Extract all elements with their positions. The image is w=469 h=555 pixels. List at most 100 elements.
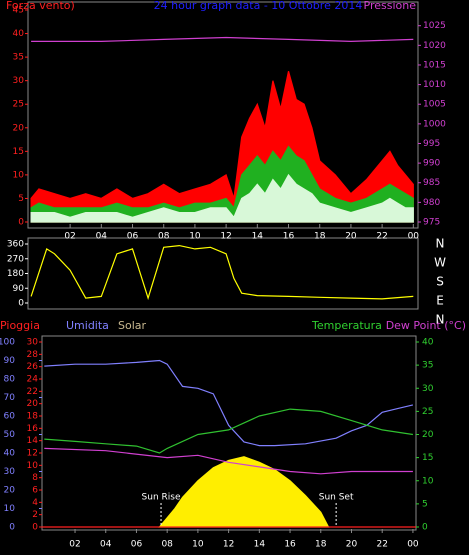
y-tick-label: 90 (13, 284, 25, 294)
y3-tick-label: 18 (27, 412, 39, 422)
y-tick-label: 60 (4, 412, 16, 422)
y-tick-label: 30 (13, 76, 25, 86)
panel-frame (27, 1, 419, 229)
x-tick-label: 22 (376, 540, 387, 550)
y-tick-label: 25 (13, 100, 24, 110)
y-tick-label: 15 (13, 147, 24, 157)
y2-tick-label: 995 (423, 139, 440, 149)
compass-label: S (436, 275, 444, 289)
y3-tick-label: 14 (27, 436, 39, 446)
x-tick-label: 22 (376, 232, 387, 242)
y-tick-label: 10 (13, 170, 25, 180)
y3-tick-label: 16 (27, 424, 39, 434)
y3-tick-label: 20 (27, 399, 39, 409)
line (44, 447, 413, 475)
y3-tick-label: 6 (32, 486, 38, 496)
y-tick-label: 360 (7, 240, 24, 250)
y2-tick-label: 0 (422, 523, 428, 533)
y2-tick-label: 40 (422, 338, 434, 348)
x-tick-label: 00 (407, 540, 419, 550)
y-tick-label: 0 (18, 299, 24, 309)
x-tick-label: 04 (96, 232, 108, 242)
y-tick-label: 0 (9, 523, 15, 533)
y2-tick-label: 1020 (423, 41, 446, 51)
y2-tick-label: 10 (422, 476, 434, 486)
rain-label: Pioggia (0, 319, 40, 332)
annotation: Sun Rise (142, 493, 181, 503)
x-tick-label: 02 (69, 540, 80, 550)
x-tick-label: 04 (100, 540, 112, 550)
chart-title: 24 hour graph data - 10 Ottobre 2014 (154, 0, 363, 12)
y-tick-label: 40 (13, 29, 25, 39)
compass-label: E (436, 294, 444, 308)
y2-tick-label: 20 (422, 430, 434, 440)
y2-tick-label: 15 (422, 453, 433, 463)
area (158, 456, 330, 528)
y3-tick-label: 4 (32, 498, 38, 508)
y-tick-label: 50 (4, 430, 16, 440)
annotation: Sun Set (319, 493, 354, 503)
x-tick-label: 10 (189, 232, 201, 242)
y3-tick-label: 30 (27, 338, 39, 348)
y2-tick-label: 1015 (423, 60, 446, 70)
y2-tick-label: 35 (422, 361, 433, 371)
y-axis-label: Forza vento) (6, 0, 75, 12)
x-tick-label: 02 (64, 232, 75, 242)
x-tick-label: 20 (345, 232, 357, 242)
x-tick-label: 18 (314, 232, 326, 242)
x-tick-label: 08 (161, 540, 173, 550)
x-tick-label: 10 (192, 540, 204, 550)
y-tick-label: 70 (4, 393, 16, 403)
x-tick-label: 08 (158, 232, 170, 242)
y2-tick-label: 1010 (423, 80, 446, 90)
x-tick-label: 16 (283, 232, 295, 242)
y3-tick-label: 2 (32, 510, 38, 520)
line (31, 36, 414, 43)
y3-tick-label: 0 (32, 523, 38, 533)
y-tick-label: 180 (7, 269, 24, 279)
y-tick-label: 45 (13, 6, 24, 16)
compass-label: N (436, 313, 445, 327)
solar-label: Solar (118, 319, 147, 332)
y-tick-label: 20 (13, 123, 25, 133)
area (30, 173, 414, 223)
y2-tick-label: 25 (422, 407, 433, 417)
y2-tick-label: 1005 (423, 100, 446, 110)
x-tick-label: 06 (127, 232, 139, 242)
y-tick-label: 270 (7, 254, 24, 264)
x-tick-label: 14 (254, 540, 266, 550)
y2-tick-label: 30 (422, 384, 434, 394)
y2-tick-label: 985 (423, 178, 440, 188)
x-tick-label: 20 (346, 540, 358, 550)
y2-tick-label: 975 (423, 218, 440, 228)
y-tick-label: 40 (4, 449, 16, 459)
y3-tick-label: 28 (27, 350, 39, 360)
y3-tick-label: 26 (27, 362, 39, 372)
y-tick-label: 10 (4, 504, 16, 514)
y-tick-label: 30 (4, 467, 16, 477)
x-tick-label: 16 (284, 540, 296, 550)
y3-tick-label: 22 (27, 387, 38, 397)
x-tick-label: 18 (315, 540, 327, 550)
compass-label: W (434, 256, 446, 270)
line (44, 408, 413, 454)
y2-tick-label: 990 (423, 159, 440, 169)
y-tick-label: 5 (18, 194, 24, 204)
y3-tick-label: 12 (27, 449, 38, 459)
y3-tick-label: 10 (27, 461, 39, 471)
y2-tick-label: 1025 (423, 21, 446, 31)
x-tick-label: 12 (223, 540, 234, 550)
x-tick-label: 14 (252, 232, 264, 242)
x-tick-label: 06 (131, 540, 143, 550)
y-tick-label: 90 (4, 356, 16, 366)
y3-tick-label: 8 (32, 473, 38, 483)
y2-tick-label: 1000 (423, 119, 446, 129)
y2-tick-label: 980 (423, 198, 440, 208)
x-tick-label: 12 (220, 232, 231, 242)
y-tick-label: 20 (4, 486, 16, 496)
dew-point-label: Dew Point (°C) (386, 319, 466, 332)
line (44, 359, 414, 447)
humidity-label: Umidita (66, 319, 109, 332)
y2-axis-label: Pressione (364, 0, 417, 12)
